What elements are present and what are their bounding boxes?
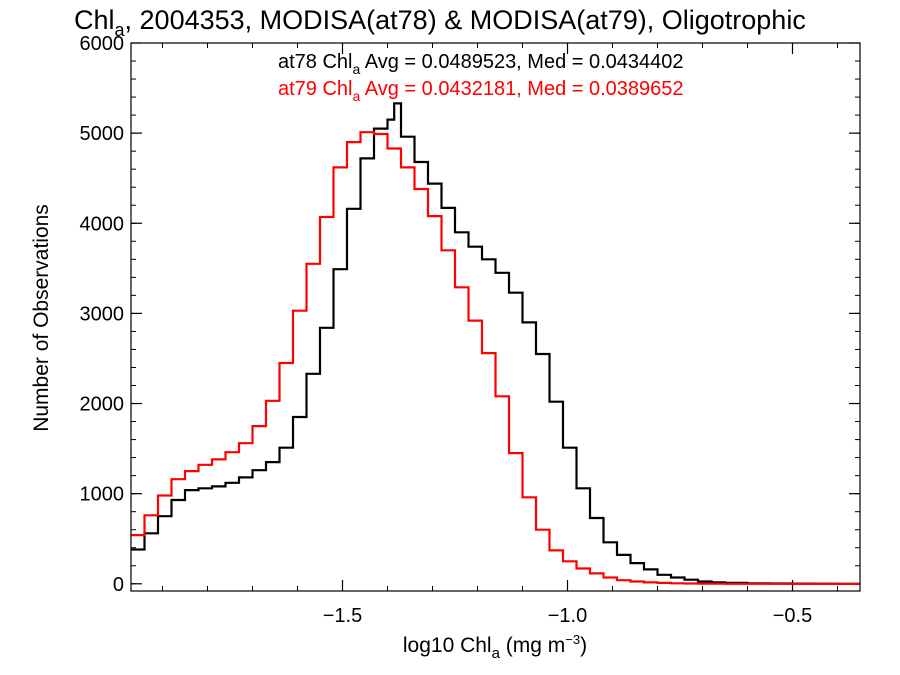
ticks-layer: [131, 42, 860, 591]
y-tick-label: 1000: [80, 484, 125, 506]
y-tick-label: 2000: [80, 394, 125, 416]
y-axis-label: Number of Observations: [30, 204, 53, 432]
y-tick-label: 0: [113, 574, 124, 596]
series-line-at79: [131, 131, 860, 585]
legend-at79-subscript: a: [353, 88, 361, 104]
chart-title-prefix: Chl: [74, 5, 115, 35]
y-tick-label: 5000: [80, 123, 125, 145]
y-tick-label: 6000: [80, 33, 125, 55]
legend-entry-at79: at79 Chla Avg = 0.0432181, Med = 0.03896…: [278, 78, 684, 104]
legend-at78-rest: Avg = 0.0489523, Med = 0.0434402: [360, 51, 683, 73]
series-layer: [131, 102, 860, 585]
tick-labels-layer: −1.5 −1.0 −0.5 0 1000 2000 3000 4000 5000 6000: [80, 33, 813, 627]
chart-title-rest: , 2004353, MODISA(at78) & MODISA(at79), …: [125, 5, 806, 35]
x-axis-label: log10 Chla (mg m−3): [403, 632, 587, 662]
legend-at79-prefix: at79 Chl: [278, 78, 353, 100]
plot-frame: [130, 42, 861, 592]
x-axis-label-prefix: log10 Chl: [403, 634, 492, 657]
chart-title-subscript: a: [115, 20, 126, 40]
x-tick-label: −1.0: [548, 605, 587, 627]
x-tick-label: −0.5: [773, 605, 812, 627]
y-tick-label: 3000: [80, 303, 125, 325]
legend-at79-rest: Avg = 0.0432181, Med = 0.0389652: [360, 78, 683, 100]
x-axis-label-subscript: a: [492, 645, 501, 662]
x-axis-label-superscript: −3: [565, 632, 580, 647]
legend-at78-prefix: at78 Chl: [278, 51, 353, 73]
x-axis-label-middle: (mg m: [500, 634, 565, 657]
series-line-at78: [131, 102, 860, 585]
legend-entry-at78: at78 Chla Avg = 0.0489523, Med = 0.04344…: [278, 51, 684, 77]
chart-title: Chla, 2004353, MODISA(at78) & MODISA(at7…: [74, 5, 806, 40]
y-tick-label: 4000: [80, 213, 125, 235]
x-tick-label: −1.5: [323, 605, 362, 627]
legend-at78-subscript: a: [353, 61, 361, 77]
x-axis-label-suffix: ): [580, 634, 587, 657]
